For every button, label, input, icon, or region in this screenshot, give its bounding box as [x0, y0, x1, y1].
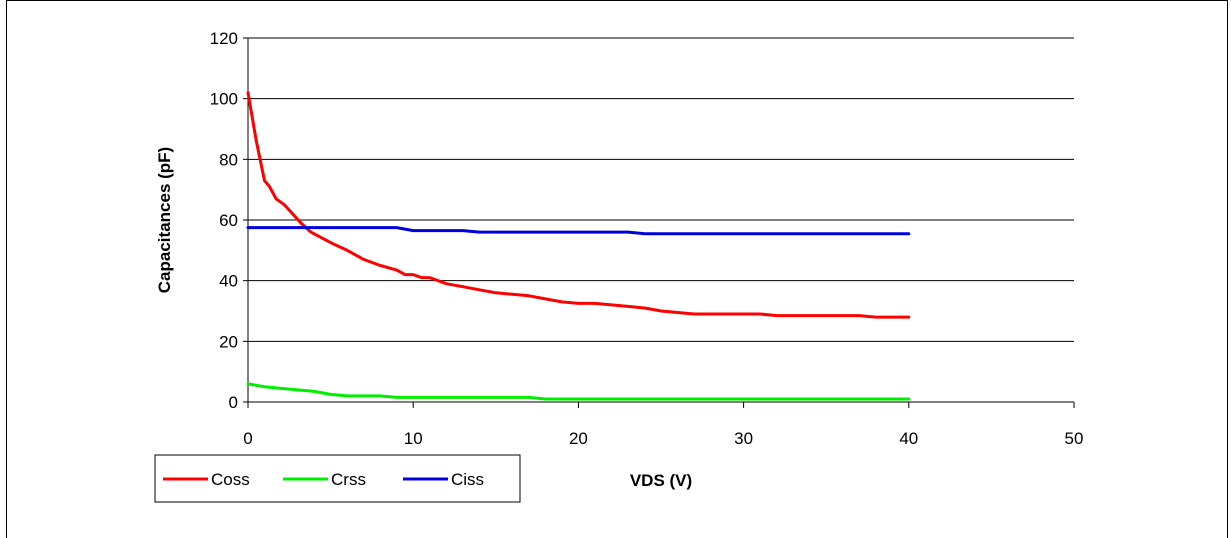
legend-box [154, 454, 521, 503]
y-tick-label: 100 [210, 90, 238, 109]
x-axis-label: VDS (V) [630, 471, 692, 490]
x-tick-label: 40 [899, 429, 918, 448]
y-tick-label: 20 [219, 332, 238, 351]
series-line-coss [246, 91, 911, 319]
x-tick-label: 20 [569, 429, 588, 448]
tick-labels: 0 20 40 60 80 100 120 0 10 20 30 40 50 [210, 29, 1084, 448]
y-tick-label: 0 [229, 393, 238, 412]
gridlines [248, 37, 1074, 342]
x-tick-label: 10 [404, 429, 423, 448]
series-line-ciss [246, 226, 911, 236]
legend-label-ciss: Ciss [451, 470, 484, 489]
legend: Coss Crss Ciss [154, 454, 521, 503]
series-lines [246, 91, 911, 401]
legend-label-crss: Crss [331, 470, 366, 489]
x-tick-label: 30 [734, 429, 753, 448]
y-tick-label: 40 [219, 272, 238, 291]
x-tick-label: 0 [243, 429, 252, 448]
y-tick-label: 80 [219, 150, 238, 169]
legend-label-coss: Coss [211, 470, 250, 489]
series-line-crss [246, 382, 911, 401]
y-tick-label: 60 [219, 211, 238, 230]
x-tick-label: 50 [1065, 429, 1084, 448]
y-tick-label: 120 [210, 29, 238, 48]
chart-frame [6, 0, 1228, 538]
y-axis-label: Capacitances (pF) [155, 147, 174, 293]
